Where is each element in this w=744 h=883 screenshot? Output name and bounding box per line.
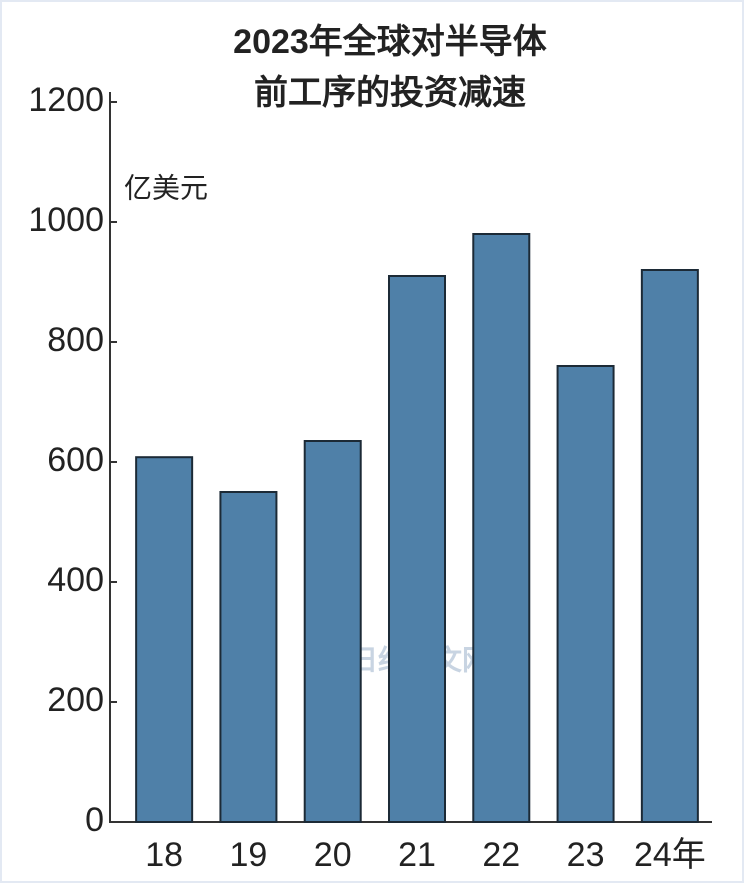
y-tick-label: 0 xyxy=(85,801,104,839)
y-tick-label: 600 xyxy=(47,441,104,479)
bar xyxy=(135,456,194,823)
x-tick-label: 20 xyxy=(314,836,352,874)
y-tick-label: 400 xyxy=(47,561,104,599)
y-tick-label: 1200 xyxy=(28,81,104,119)
chart-title: 前工序的投资减速 xyxy=(254,74,526,112)
bar xyxy=(219,491,278,823)
bar xyxy=(640,269,699,823)
x-tick-label: 18 xyxy=(145,836,183,874)
x-tick-label: 24年 xyxy=(634,836,706,874)
bar xyxy=(556,365,615,823)
x-tick-label: 23 xyxy=(567,836,605,874)
x-tick-label: 19 xyxy=(230,836,268,874)
chart-title: 2023年全球对半导体 xyxy=(233,22,547,61)
bar xyxy=(388,275,446,823)
y-tick-label: 200 xyxy=(47,681,104,719)
x-tick-label: 22 xyxy=(482,836,520,874)
bar xyxy=(303,440,362,823)
unit-label: 亿美元 xyxy=(124,172,208,203)
bar xyxy=(472,233,531,823)
y-tick-label: 1000 xyxy=(28,201,104,239)
y-tick-label: 800 xyxy=(47,321,104,359)
x-tick-label: 21 xyxy=(398,836,436,874)
